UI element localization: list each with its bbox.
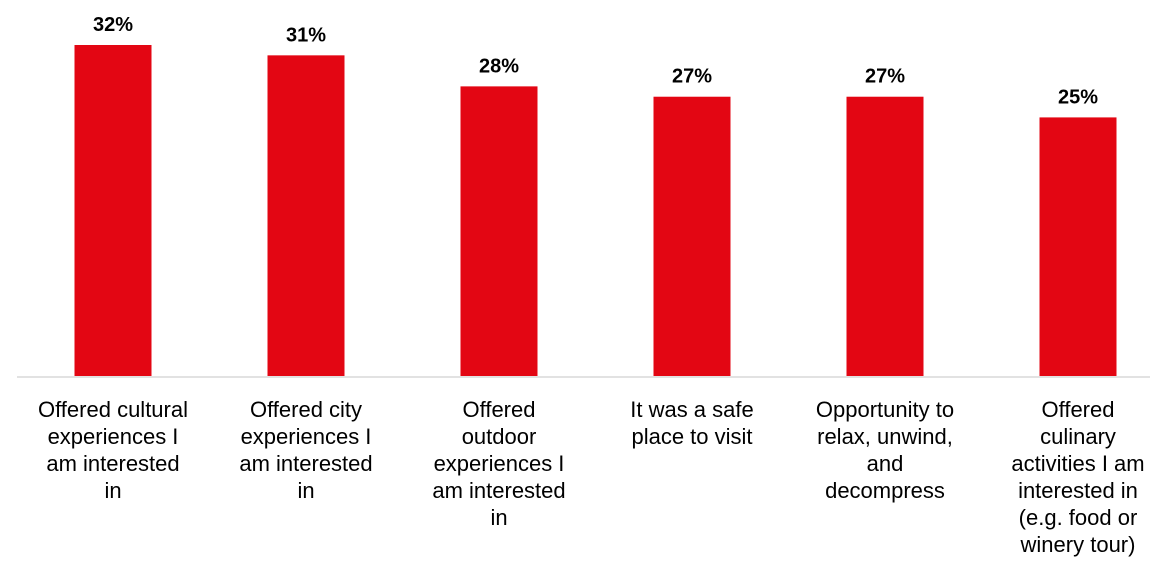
bar-1 xyxy=(74,45,152,376)
bars-group xyxy=(74,45,1117,376)
bar-3 xyxy=(460,86,538,376)
value-labels-group: 32% 31% 28% 27% 27% 25% xyxy=(93,14,1098,108)
bar-value-label-5: 27% xyxy=(865,66,905,88)
bar-5 xyxy=(846,96,924,376)
bar-value-label-1: 32% xyxy=(93,14,133,36)
category-label-4: It was a safe place to visit xyxy=(630,397,754,449)
bar-value-label-3: 28% xyxy=(479,55,519,77)
bar-2 xyxy=(267,55,345,376)
bar-value-label-2: 31% xyxy=(286,24,326,46)
category-label-2: Offered city experiences I am interested… xyxy=(239,397,373,503)
bar-value-label-6: 25% xyxy=(1058,86,1098,108)
category-label-1: Offered cultural experiences I am intere… xyxy=(37,397,188,503)
bar-value-label-4: 27% xyxy=(672,66,712,88)
category-label-5: Opportunity to relax, unwind, and decomp… xyxy=(815,397,955,503)
bar-4 xyxy=(653,96,731,376)
category-label-6: Offered culinary activities I am interes… xyxy=(1011,397,1145,557)
bar-6 xyxy=(1039,117,1117,376)
category-label-3: Offered outdoor experiences I am interes… xyxy=(432,397,566,530)
